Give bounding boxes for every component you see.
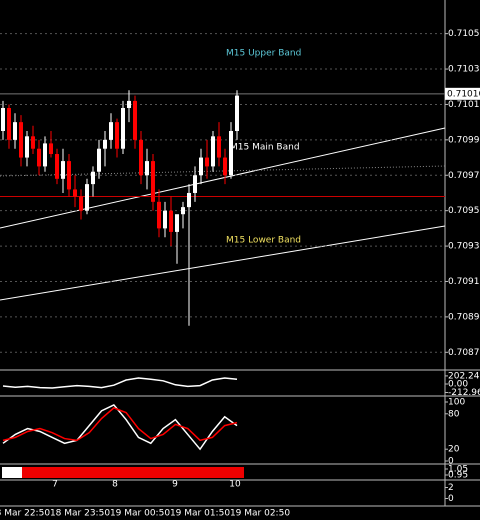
candle-body xyxy=(205,157,209,167)
candle-body xyxy=(139,139,143,176)
candle-body xyxy=(223,157,227,176)
series-line xyxy=(2,404,238,451)
candle-body xyxy=(55,154,59,179)
candle-body xyxy=(121,107,125,149)
candle-body xyxy=(61,161,65,179)
band-line xyxy=(0,165,446,177)
candle-body xyxy=(43,143,47,167)
strip-block xyxy=(2,467,22,478)
candle-body xyxy=(7,107,11,140)
trend-line xyxy=(0,127,446,229)
series-line xyxy=(2,407,238,442)
x-tick-label: 19 Mar 02:50 xyxy=(230,509,290,519)
candle-body xyxy=(1,107,5,132)
candle-body xyxy=(151,161,155,202)
y-tick-label: 80 xyxy=(448,409,460,419)
candle-body xyxy=(97,148,101,172)
bar-label: 8 xyxy=(112,480,118,490)
candle-body xyxy=(13,122,17,140)
x-tick-label: 19 Mar 00:50 xyxy=(110,509,170,519)
bar-label: 7 xyxy=(52,480,58,490)
trend-line xyxy=(0,225,446,301)
candle-body xyxy=(115,122,119,149)
price-box xyxy=(445,87,480,100)
candle-body xyxy=(85,184,89,211)
y-tick-label: 1.05 xyxy=(448,465,468,475)
series-line xyxy=(2,377,238,389)
candle-body xyxy=(163,210,167,229)
candle-body xyxy=(199,157,203,176)
candle-body xyxy=(109,122,113,140)
x-tick-label: 19 Mar 01:50 xyxy=(170,509,230,519)
candle-body xyxy=(229,131,233,176)
y-tick-label: 202.2402 xyxy=(448,371,480,381)
candle-body xyxy=(91,171,95,185)
y-tick-label: 0 xyxy=(448,457,454,467)
candle-body xyxy=(133,100,137,140)
candle-body xyxy=(175,214,179,232)
candle-body xyxy=(187,192,191,208)
annotation: M15 Main Band xyxy=(230,143,300,153)
strip-block xyxy=(22,467,244,478)
candle-body xyxy=(19,122,23,158)
bar-label: 9 xyxy=(172,480,178,490)
candle-body xyxy=(169,210,173,232)
candle-body xyxy=(73,189,77,197)
y-tick-label: 100 xyxy=(448,398,465,408)
candle-body xyxy=(31,136,35,149)
y-tick-label: 2 xyxy=(448,483,454,493)
candle-body xyxy=(181,207,185,215)
candle-body xyxy=(211,136,215,167)
y-tick-label: 0.00 xyxy=(448,380,468,390)
candle-body xyxy=(145,161,149,176)
candle-body xyxy=(25,136,29,158)
annotation: M15 Lower Band xyxy=(226,236,301,246)
candle-body xyxy=(235,95,239,132)
annotation: M15 Upper Band xyxy=(226,49,301,59)
y-tick-label: -212.961 xyxy=(448,388,480,398)
bar-label: 10 xyxy=(229,480,241,490)
candle-body xyxy=(157,201,161,229)
candle-body xyxy=(103,139,107,149)
x-tick-label: 18 Mar 22:50 xyxy=(0,509,50,519)
y-tick-label: 0.95 xyxy=(448,471,468,481)
x-tick-label: 18 Mar 23:50 xyxy=(50,509,110,519)
candle-body xyxy=(127,100,131,108)
price-label: 0.71016 xyxy=(447,89,480,99)
candle-body xyxy=(49,143,53,155)
candle-body xyxy=(193,175,197,193)
candle-body xyxy=(37,148,41,167)
candle-body xyxy=(67,161,71,190)
candle-body xyxy=(217,136,221,158)
candle-body xyxy=(79,196,83,211)
y-tick-label: 0 xyxy=(448,494,454,504)
y-tick-label: 20 xyxy=(448,445,460,455)
